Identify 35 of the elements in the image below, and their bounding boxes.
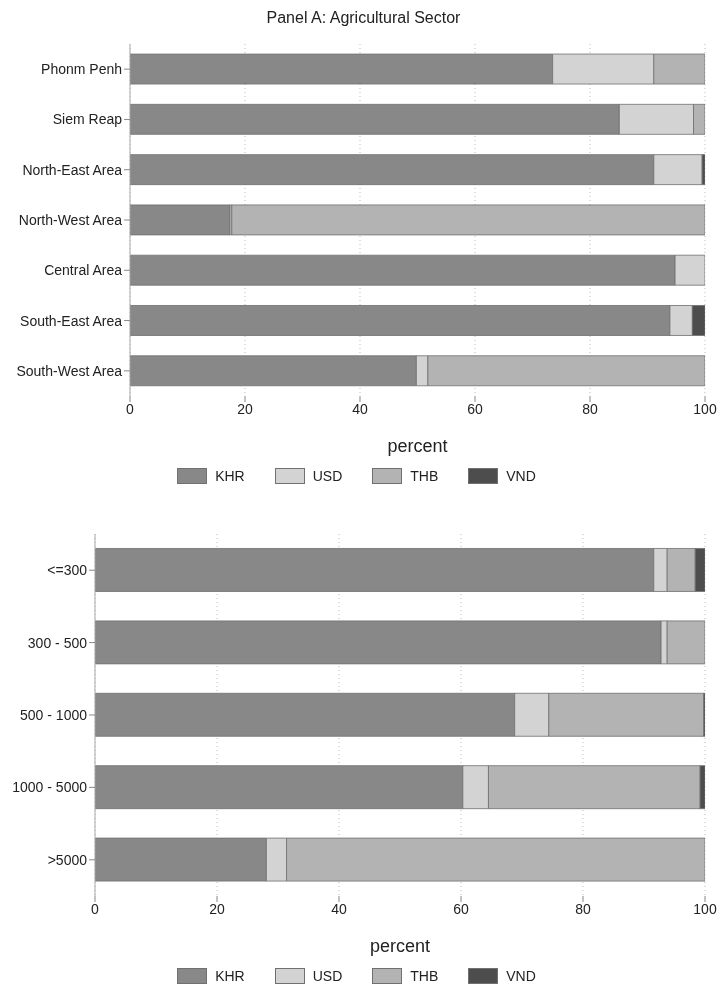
- x-axis-title: percent: [369, 936, 431, 956]
- x-tick-label: 100: [693, 400, 717, 417]
- x-tick-label: 0: [91, 900, 100, 917]
- x-tick-label: 0: [126, 400, 135, 417]
- x-tick-label: 100: [693, 900, 717, 917]
- legend-label: USD: [312, 468, 343, 484]
- y-tick-label: North-East Area: [22, 161, 123, 178]
- x-tick-label: 20: [237, 400, 253, 417]
- legend-label: VND: [506, 968, 536, 984]
- y-tick-label: 500 - 1000: [20, 706, 88, 723]
- legend-label: KHR: [215, 968, 245, 984]
- y-tick-label: Central Area: [44, 262, 123, 279]
- x-tick-label: 40: [331, 900, 347, 917]
- y-tick-label: North-West Area: [18, 211, 123, 228]
- y-tick-label: 1000 - 5000: [12, 779, 88, 796]
- y-tick-label: 300 - 500: [27, 634, 88, 651]
- legend-label: USD: [312, 968, 343, 984]
- legend-label: THB: [410, 468, 439, 484]
- legend-label: KHR: [215, 468, 245, 484]
- y-tick-label: South-East Area: [20, 312, 123, 329]
- y-tick-label: Siem Reap: [52, 111, 123, 128]
- x-tick-label: 60: [453, 900, 469, 917]
- x-tick-label: 60: [467, 400, 483, 417]
- legend-label: THB: [410, 968, 439, 984]
- x-tick-label: 40: [352, 400, 368, 417]
- y-tick-label: <=300: [47, 562, 88, 579]
- legend-label: VND: [506, 468, 536, 484]
- y-tick-label: >5000: [47, 851, 88, 868]
- x-tick-label: 80: [582, 400, 598, 417]
- y-tick-label: Phonm Penh: [41, 61, 122, 78]
- y-tick-label: South-West Area: [16, 362, 123, 379]
- x-tick-label: 80: [575, 900, 591, 917]
- chart-title: Panel A: Agricultural Sector: [265, 8, 462, 28]
- x-axis-title: percent: [387, 436, 448, 456]
- x-tick-label: 20: [209, 900, 225, 917]
